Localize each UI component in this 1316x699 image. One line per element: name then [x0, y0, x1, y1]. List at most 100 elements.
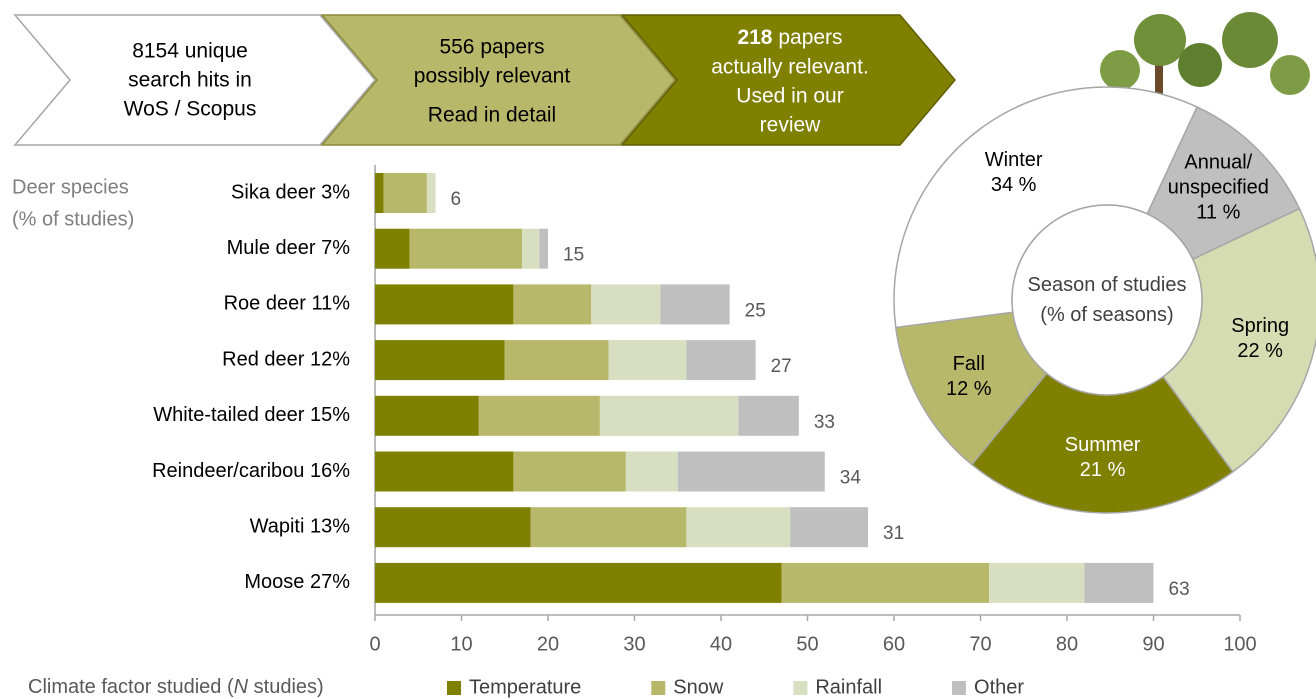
category-label: Sika deer 3%	[231, 181, 350, 203]
bar-segment	[375, 396, 479, 436]
bar-segment	[626, 452, 678, 492]
total-label: 6	[451, 189, 462, 210]
bar-segment	[989, 563, 1084, 603]
bar-segment	[513, 284, 591, 324]
total-label: 27	[771, 356, 792, 377]
total-label: 63	[1169, 579, 1190, 600]
flow-text: search hits in	[128, 69, 252, 92]
total-label: 33	[814, 412, 835, 433]
flow-text: WoS / Scopus	[124, 98, 257, 121]
bar-segment	[539, 229, 548, 269]
bar-segment	[609, 340, 687, 380]
bar-segment	[782, 563, 990, 603]
x-tick-label: 20	[537, 633, 559, 655]
x-tick-label: 0	[369, 633, 380, 655]
bar-segment	[410, 229, 522, 269]
legend-swatch	[651, 681, 665, 695]
x-title-part: studies)	[248, 676, 324, 698]
legend-swatch	[793, 681, 807, 695]
x-tick-label: 50	[796, 633, 818, 655]
flow-text: 218 papers	[737, 26, 842, 49]
category-label: Mule deer 7%	[227, 237, 351, 259]
flow-text: papers	[773, 26, 843, 49]
x-tick-label: 80	[1056, 633, 1078, 655]
category-label: Wapiti 13%	[250, 515, 351, 537]
total-label: 34	[840, 468, 862, 489]
slice-value: 22 %	[1195, 339, 1316, 364]
slice-value: 12 %	[904, 377, 1034, 402]
category-label: White-tailed deer 15%	[153, 404, 350, 426]
bar-segment	[522, 229, 539, 269]
slice-label: Winter	[949, 148, 1079, 173]
x-title: Climate factor studied (N studies)	[28, 676, 324, 698]
legend-label: Temperature	[469, 676, 581, 698]
x-tick-label: 100	[1223, 633, 1256, 655]
bar-segment	[531, 507, 687, 547]
x-tick-label: 60	[883, 633, 905, 655]
slice-label-box: Summer21 %	[1038, 433, 1168, 483]
bar-segment	[479, 396, 600, 436]
bar-segment	[591, 284, 660, 324]
category-label: Roe deer 11%	[224, 293, 351, 315]
slice-label: Annual/ unspecified	[1153, 150, 1283, 200]
page: 8154 unique search hits in WoS / Scopus …	[0, 0, 1316, 699]
flow-text: Read in detail	[428, 104, 556, 127]
bar-segment	[686, 507, 790, 547]
slice-label: Summer	[1038, 433, 1168, 458]
slice-value: 34 %	[949, 173, 1079, 198]
bar-segment	[375, 563, 782, 603]
bar-segment	[375, 340, 505, 380]
bar-segment	[660, 284, 729, 324]
flow-text: possibly relevant	[414, 65, 571, 88]
bar-segment	[384, 173, 427, 213]
x-tick-label: 40	[710, 633, 732, 655]
slice-value: 21 %	[1038, 458, 1168, 483]
category-label: Moose 27%	[244, 571, 350, 593]
flow-text: 8154 unique	[132, 40, 248, 63]
legend-label: Other	[974, 676, 1024, 698]
category-label: Reindeer/caribou 16%	[152, 460, 350, 482]
x-tick-label: 90	[1142, 633, 1164, 655]
bar-segment	[427, 173, 436, 213]
flow-bold: 218	[737, 26, 772, 49]
bar-segment	[686, 340, 755, 380]
legend-label: Snow	[673, 676, 724, 698]
bar-segment	[600, 396, 738, 436]
bar-segment	[513, 452, 625, 492]
total-label: 31	[883, 523, 904, 544]
bar-segment	[738, 396, 799, 436]
bar-segment	[1084, 563, 1153, 603]
x-tick-label: 70	[969, 633, 991, 655]
legend-swatch	[952, 681, 966, 695]
y-title: Deer species	[12, 176, 129, 198]
bar-segment	[790, 507, 868, 547]
slice-label: Spring	[1195, 314, 1316, 339]
x-tick-label: 10	[450, 633, 472, 655]
flow-text: Used in our	[736, 85, 843, 108]
flow-text: review	[760, 114, 822, 137]
y-title: (% of studies)	[12, 208, 134, 230]
x-tick-label: 30	[623, 633, 645, 655]
bar-segment	[375, 507, 531, 547]
slice-label: Fall	[904, 352, 1034, 377]
flow-text: actually relevant.	[711, 56, 869, 79]
bar-segment	[375, 284, 513, 324]
bar-segment	[375, 173, 384, 213]
bar-segment	[678, 452, 825, 492]
total-label: 15	[563, 245, 584, 266]
x-title-part: Climate factor studied (	[28, 676, 234, 698]
tree-illustration	[1100, 12, 1310, 100]
chart: 8154 unique search hits in WoS / Scopus …	[0, 0, 1316, 699]
category-label: Red deer 12%	[222, 348, 350, 370]
bar-segment	[505, 340, 609, 380]
center-label: Season of studies (% of seasons)	[1027, 270, 1187, 330]
total-label: 25	[745, 300, 766, 321]
legend-label: Rainfall	[815, 676, 882, 698]
bar-segment	[375, 229, 410, 269]
x-title-part: N	[234, 676, 249, 698]
flow-text: 556 papers	[439, 36, 544, 59]
